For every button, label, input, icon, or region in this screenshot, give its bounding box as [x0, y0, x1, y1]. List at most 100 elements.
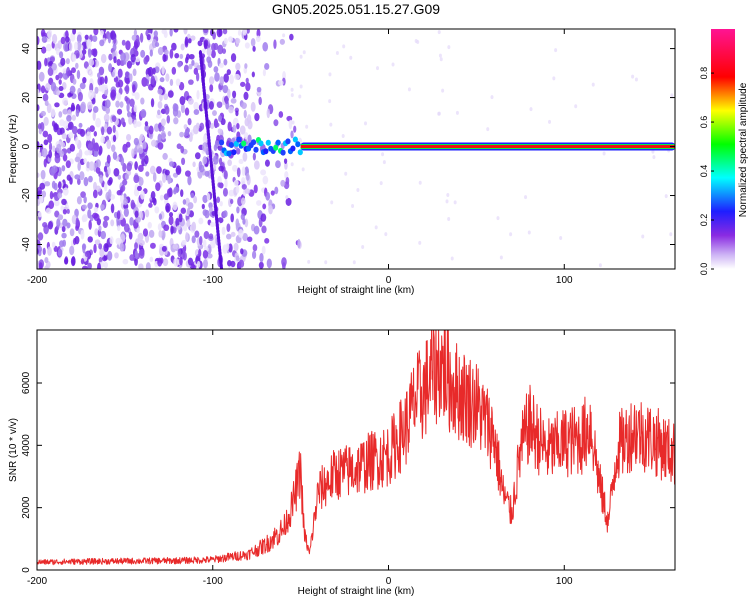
heatmap-cell [87, 208, 92, 219]
heatmap-cell [50, 108, 56, 118]
heatmap-cell [112, 125, 116, 134]
heatmap-cell [202, 142, 208, 152]
heatmap-cell [90, 48, 97, 56]
heatmap-cell [173, 117, 179, 125]
heatmap-cell [111, 144, 116, 152]
heatmap-cell [106, 126, 113, 135]
heatmap-cell [40, 85, 46, 94]
heatmap-cell [98, 243, 103, 250]
y-tick-label: 4000 [21, 434, 32, 457]
heatmap-cell [185, 170, 191, 177]
heatmap-cell [99, 76, 105, 85]
heatmap-cell [176, 225, 181, 231]
heatmap-cell [235, 255, 240, 262]
heatmap-cell [76, 40, 82, 51]
heatmap-cell [152, 67, 156, 75]
heatmap-cell [225, 243, 230, 251]
heatmap-cell [99, 247, 105, 258]
heatmap-cell [126, 134, 132, 141]
heatmap-cell [206, 192, 211, 202]
heatmap-cell [232, 90, 237, 99]
heatmap-cell [247, 134, 252, 144]
heatmap-cell [103, 243, 109, 253]
heatmap-cell [67, 92, 72, 98]
heatmap-cell [113, 56, 117, 64]
heatmap-cell [252, 45, 256, 52]
heatmap-cell [87, 236, 93, 243]
heatmap-cell [98, 66, 105, 76]
heatmap-cell [258, 261, 264, 269]
heatmap-cell [203, 259, 208, 269]
heatmap-cell [256, 29, 261, 38]
heatmap-cell [148, 229, 155, 238]
heatmap-cell [173, 29, 179, 33]
y-tick-label: 40 [21, 43, 32, 55]
heatmap-cell [252, 152, 256, 161]
heatmap-cell [59, 119, 65, 127]
colorbar-tick-label: 0.8 [699, 67, 709, 80]
heatmap-cell [221, 226, 226, 236]
spectrogram-x-ticks: -200 -100 0 100 [27, 29, 573, 286]
heatmap-cell [299, 84, 303, 89]
heatmap-cell [298, 94, 302, 99]
heatmap-cell [79, 171, 85, 181]
heatmap-cell [223, 73, 229, 83]
heatmap-cell [120, 184, 126, 192]
heatmap-cell [162, 173, 167, 184]
heatmap-cell [529, 107, 533, 112]
heatmap-cell [486, 127, 490, 132]
heatmap-cell [157, 223, 162, 231]
heatmap-cell [279, 38, 285, 45]
heatmap-cell [61, 232, 67, 239]
heatmap-cell [65, 160, 71, 169]
heatmap-cell [224, 178, 228, 189]
heatmap-cell [265, 191, 271, 201]
heatmap-cell [254, 112, 260, 122]
heatmap-cell [238, 158, 244, 165]
heatmap-cell [58, 111, 63, 118]
heatmap-cell [179, 256, 183, 266]
heatmap-cell [149, 256, 154, 262]
heatmap-cell [66, 208, 70, 215]
heatmap-cell [284, 171, 289, 179]
heatmap-cell [62, 68, 67, 74]
heatmap-cell [175, 217, 180, 228]
heatmap-cell [88, 175, 93, 183]
heatmap-cell [217, 44, 224, 55]
heatmap-cell [242, 29, 248, 36]
heatmap-cell [195, 72, 200, 82]
heatmap-cell [149, 165, 156, 175]
heatmap-cell [91, 97, 96, 105]
heatmap-cell [144, 121, 149, 127]
heatmap-cell [95, 117, 102, 128]
heatmap-cell [180, 103, 185, 114]
heatmap-cell [364, 121, 368, 126]
heatmap-cell [71, 67, 76, 74]
heatmap-cell [123, 207, 129, 217]
heatmap-cell [179, 53, 184, 59]
heatmap-cell [222, 85, 229, 94]
heatmap-cell [95, 185, 101, 192]
heatmap-cell [168, 211, 174, 218]
heatmap-cell [121, 39, 126, 46]
heatmap-cell [73, 41, 78, 51]
heatmap-cell [89, 125, 95, 133]
heatmap-cell [223, 58, 228, 66]
heatmap-cell [81, 243, 87, 251]
heatmap-cell [103, 123, 108, 133]
heatmap-cell [84, 34, 89, 40]
heatmap-cell [439, 57, 443, 62]
heatmap-cell [216, 101, 223, 108]
heatmap-cell [83, 158, 87, 164]
heatmap-cell [207, 253, 213, 259]
heatmap-cell [123, 198, 128, 206]
heatmap-cell [329, 122, 333, 127]
heatmap-cell [275, 139, 281, 146]
heatmap-cell [65, 58, 70, 65]
heatmap-cell [168, 215, 174, 226]
heatmap-cell [232, 124, 237, 133]
heatmap-cell [201, 203, 205, 210]
heatmap-cell [193, 109, 200, 115]
heatmap-cell [240, 197, 246, 205]
y-tick-label: 2000 [21, 496, 32, 519]
